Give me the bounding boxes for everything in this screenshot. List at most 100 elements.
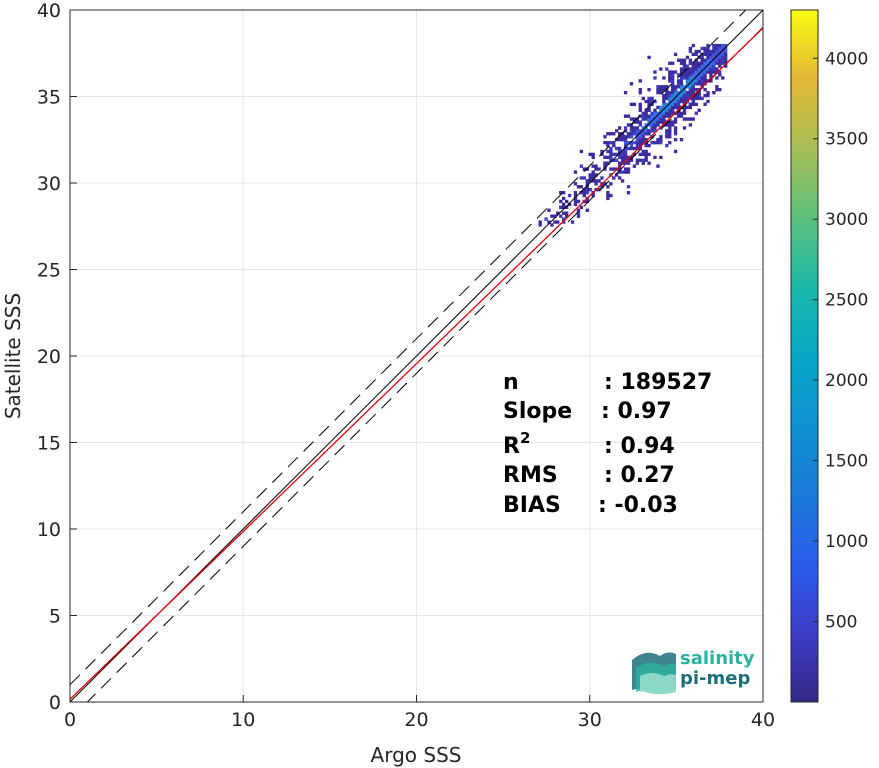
density-cell (623, 143, 628, 148)
density-cell (644, 155, 648, 160)
density-cell (691, 70, 695, 74)
density-cell (594, 164, 598, 168)
density-cell (673, 129, 678, 133)
density-cell (647, 55, 651, 60)
density-cell (671, 70, 675, 74)
density-cell (635, 161, 640, 165)
density-cell (644, 114, 648, 118)
density-cell (697, 49, 701, 54)
density-cell (653, 123, 657, 127)
colorbar-tick-label: 500 (825, 613, 857, 633)
density-cell (623, 114, 628, 118)
density-cell (662, 117, 666, 121)
density-cell (573, 202, 578, 207)
density-cell (682, 117, 687, 121)
density-cell (647, 117, 651, 121)
density-cell (671, 105, 675, 110)
density-cell (579, 149, 584, 154)
density-cell (573, 193, 578, 198)
density-cell (653, 120, 657, 124)
density-cell (665, 105, 669, 110)
density-cell (682, 67, 687, 71)
density-cell (688, 123, 693, 127)
density-cell (653, 141, 657, 145)
density-cell (694, 82, 698, 86)
y-tick-label: 15 (37, 433, 61, 455)
density-cell (559, 205, 563, 210)
density-cell (688, 76, 693, 80)
density-cell (591, 176, 595, 180)
density-cell (638, 79, 642, 83)
density-cell (709, 79, 713, 83)
density-cell (715, 76, 719, 80)
density-cell (626, 132, 631, 136)
density-cell (662, 102, 666, 107)
density-cell (638, 105, 642, 110)
density-cell (612, 132, 616, 136)
density-cell (673, 52, 678, 57)
density-cell (609, 158, 613, 162)
density-cell (556, 220, 560, 224)
density-cell (659, 105, 663, 110)
density-cell (682, 99, 687, 104)
density-cell (547, 208, 551, 212)
density-cell (635, 138, 640, 142)
density-cell (620, 138, 625, 142)
density-cell (712, 46, 716, 51)
density-cell (612, 141, 616, 145)
density-cell (644, 143, 648, 148)
density-cell (582, 193, 586, 198)
density-cell (559, 191, 563, 195)
y-tick-label: 35 (37, 87, 61, 109)
density-cell (706, 64, 710, 68)
density-cell (650, 111, 654, 115)
density-cell (626, 135, 631, 139)
density-cell (694, 70, 698, 74)
density-cell (556, 211, 560, 215)
density-cell (665, 93, 669, 98)
density-cell (673, 91, 678, 95)
density-cell (656, 114, 660, 118)
density-cell (668, 102, 672, 107)
density-cell (673, 99, 678, 104)
density-cell (632, 102, 637, 107)
density-cell (694, 79, 698, 83)
density-cell (709, 73, 713, 77)
density-cell (609, 149, 613, 154)
density-cell (565, 214, 569, 218)
density-cell (682, 64, 687, 68)
logo-waves-icon (632, 652, 676, 695)
density-cell (721, 52, 725, 57)
density-cell (694, 96, 698, 101)
density-cell (706, 91, 710, 95)
density-cell (638, 114, 642, 118)
density-cell (709, 55, 713, 60)
density-cell (671, 96, 675, 101)
density-cell (629, 126, 634, 130)
density-cell (609, 146, 613, 151)
density-cell (679, 88, 684, 92)
density-cell (700, 64, 704, 68)
density-cell (671, 79, 675, 83)
density-cell (668, 91, 672, 95)
density-cell (559, 214, 563, 218)
density-cell (685, 76, 690, 80)
density-cell (632, 152, 637, 157)
density-cell (691, 91, 695, 95)
density-cell (679, 114, 684, 118)
density-cell (685, 96, 690, 101)
density-cell (691, 73, 695, 77)
density-cell (679, 91, 684, 95)
density-cell (659, 120, 663, 124)
density-cell (573, 191, 578, 195)
density-cell (632, 120, 637, 124)
density-cell (662, 120, 666, 124)
density-cell (606, 143, 610, 148)
density-cell (653, 114, 657, 118)
density-cell (712, 61, 716, 65)
density-cell (682, 108, 687, 112)
density-cell (629, 158, 634, 162)
density-cell (641, 114, 645, 118)
density-cell (665, 143, 669, 148)
density-cell (612, 152, 616, 157)
